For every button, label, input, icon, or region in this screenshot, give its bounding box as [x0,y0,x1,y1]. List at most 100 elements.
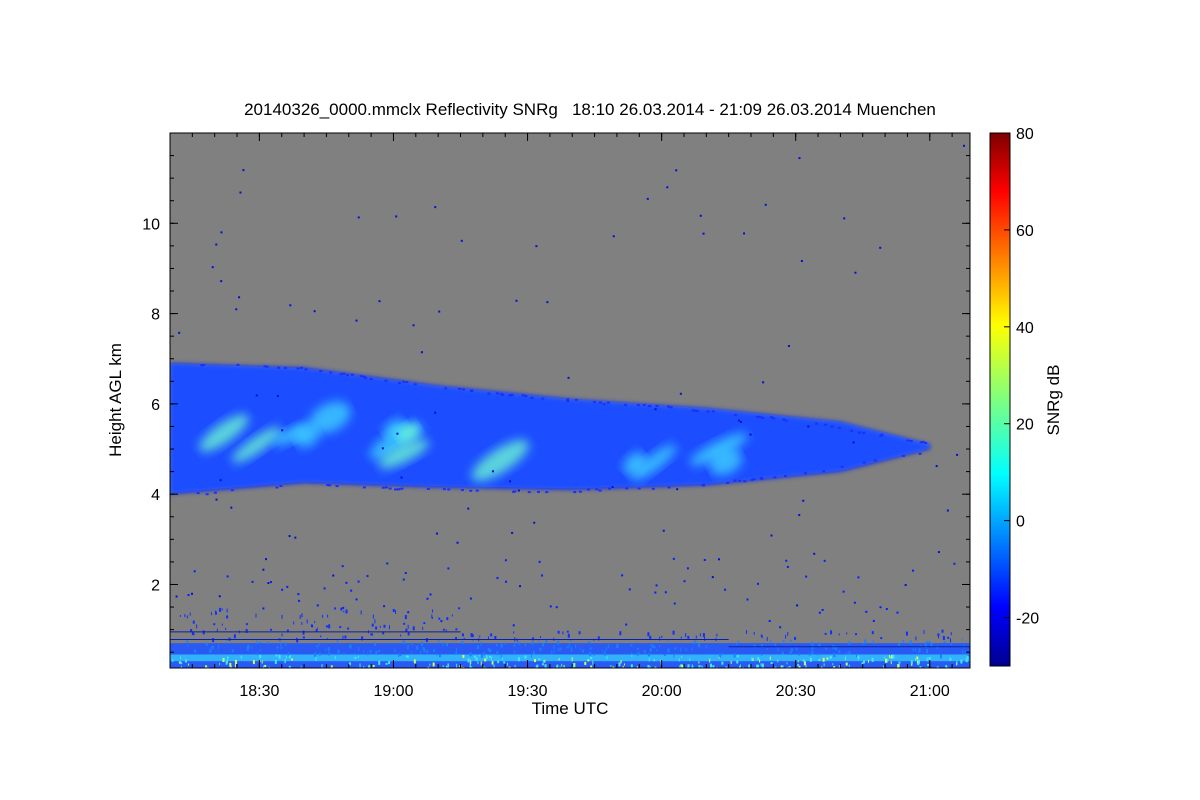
noise-pixel [854,271,857,274]
ground-clutter-pixel [205,642,208,646]
ground-clutter-pixel [302,636,305,639]
ground-clutter-pixel [519,641,521,645]
noise-pixel [853,601,856,604]
ground-clutter-pixel [562,631,564,635]
ground-clutter-pixel [872,640,874,645]
ground-clutter-pixel [456,663,458,668]
cloud-edge-pixel [566,398,570,401]
ground-clutter-pixel [345,609,348,614]
ground-clutter-pixel [966,656,969,659]
ground-clutter-pixel [219,607,222,612]
ground-clutter-pixel [226,615,229,619]
ground-clutter-pixel [955,662,957,666]
ground-clutter-pixel [266,641,269,644]
ground-clutter-pixel [479,635,481,638]
ground-clutter-pixel [927,663,930,666]
noise-pixel [264,558,267,561]
ground-clutter-pixel [636,667,638,668]
ground-clutter-pixel [823,663,825,667]
noise-pixel [956,453,959,456]
ground-clutter-pixel [856,653,858,658]
ground-clutter-pixel [691,647,693,651]
ground-clutter-pixel [861,662,864,665]
ground-clutter-pixel [490,633,493,637]
ground-clutter-pixel [945,665,948,668]
ground-clutter-pixel [194,649,197,653]
ground-clutter-pixel [541,663,544,666]
cloud-edge-pixel [304,368,308,371]
ground-clutter-pixel [422,647,425,650]
cloud-edge-pixel [426,487,430,490]
ground-clutter-pixel [385,662,388,665]
ground-clutter-pixel [663,653,666,656]
ground-clutter-pixel [811,645,814,650]
ground-clutter-pixel [438,617,441,620]
ground-clutter-pixel [616,644,619,649]
noise-pixel [491,470,494,473]
ground-clutter-pixel [647,632,650,637]
cloud-edge-pixel [711,410,715,413]
ground-clutter-pixel [905,631,908,636]
cloud-edge-pixel [536,490,540,493]
ground-clutter-pixel [544,664,547,668]
noise-pixel [937,551,940,554]
ground-clutter-pixel [941,629,944,633]
ground-clutter-pixel [398,653,400,658]
ground-clutter-pixel [462,654,465,658]
ground-clutter-pixel [302,630,305,635]
ground-clutter-pixel [910,660,913,665]
ground-clutter-pixel [630,644,633,647]
ground-clutter-pixel [202,630,205,635]
ground-clutter-pixel [770,662,773,665]
noise-pixel [912,569,915,572]
cloud-edge-pixel [733,414,737,417]
ground-clutter-pixel [446,643,449,647]
ground-clutter-pixel [322,614,324,618]
ground-clutter-pixel [296,638,299,643]
cloud-edge-pixel [873,459,877,462]
noise-pixel [535,245,538,248]
cloud-edge-pixel [857,431,861,434]
cloud-edge-pixel [901,454,905,457]
cloud-edge-pixel [362,486,366,489]
ground-clutter-pixel [442,628,445,631]
ground-clutter-pixel [680,647,682,652]
ground-clutter-pixel [561,663,563,667]
cloud-edge-pixel [236,363,240,366]
ground-clutter-pixel [916,656,919,660]
noise-pixel [935,465,938,468]
cloud-edge-pixel [624,403,628,406]
ground-clutter-pixel [423,648,426,653]
ground-clutter-pixel [210,612,212,616]
ground-clutter-pixel [234,659,237,664]
cloud-edge-pixel [695,409,699,412]
ground-clutter-pixel [255,613,257,618]
ground-clutter-pixel [427,666,430,668]
ground-clutter-pixel [588,641,591,644]
noise-pixel [281,588,284,591]
cloud-edge-pixel [530,396,534,399]
ground-clutter-pixel [286,655,288,659]
ground-clutter-pixel [226,608,228,613]
y-tick-label: 4 [151,487,160,504]
noise-pixel [276,394,279,397]
ground-clutter-pixel [774,643,776,647]
ground-clutter-pixel [524,643,526,647]
ground-clutter-pixel [491,661,493,665]
cloud-edge-pixel [277,366,281,369]
noise-pixel [350,589,353,592]
colorbar-ticks: -20 0 20 40 60 80 [1004,126,1039,628]
ground-clutter-pixel [270,628,273,631]
ground-clutter-pixel [372,614,374,619]
cloud-edge-pixel [469,489,473,492]
ground-clutter-pixel [343,610,345,613]
ground-clutter-pixel [193,633,195,636]
ground-clutter-pixel [343,653,346,656]
ground-clutter-pixel [652,644,655,648]
cloud-edge-pixel [342,372,346,375]
ground-clutter-pixel [213,623,216,626]
noise-pixel [662,529,665,532]
ground-clutter-pixel [544,659,546,663]
ground-clutter-pixel [660,659,662,663]
ground-clutter-pixel [221,623,223,626]
